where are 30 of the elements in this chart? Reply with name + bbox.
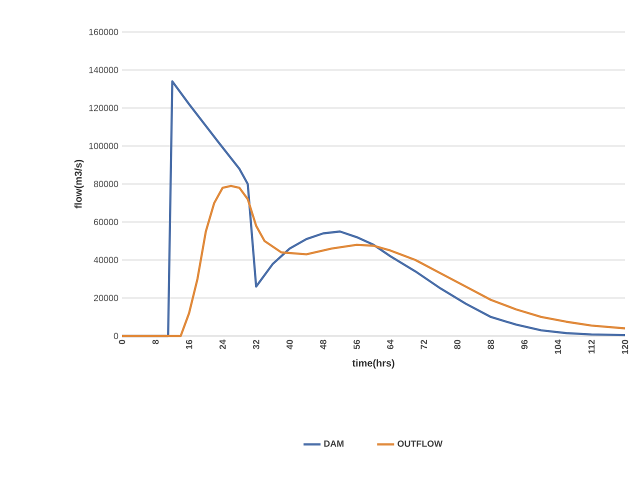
y-tick-label: 100000: [89, 142, 118, 150]
y-tick-label: 40000: [94, 256, 118, 264]
x-tick-label: 72: [420, 340, 427, 350]
x-tick-label: 104: [554, 340, 562, 354]
x-tick-label: 40: [286, 340, 293, 350]
x-tick-label: 80: [454, 340, 461, 350]
y-tick-label: 120000: [89, 104, 118, 112]
y-axis-title: flow(m3/s): [74, 160, 84, 208]
y-tick-label: 80000: [94, 180, 118, 188]
x-tick-label: 56: [354, 340, 360, 350]
legend-label: OUTFLOW: [398, 440, 443, 447]
x-tick-label: 24: [219, 340, 226, 350]
y-tick-label: 140000: [89, 66, 118, 74]
x-tick-label: 8: [152, 340, 159, 344]
x-tick-label: 16: [186, 340, 192, 349]
line-series: [120, 184, 626, 338]
y-tick-label: 60000: [94, 218, 118, 226]
y-tick-label: 160000: [89, 28, 118, 36]
legend-label: DAM: [324, 440, 344, 447]
x-tick-label: 120: [622, 340, 628, 354]
x-tick-label: 64: [387, 340, 394, 350]
x-tick-label: 96: [521, 340, 528, 350]
x-tick-label: 88: [488, 340, 494, 350]
x-tick-label: 112: [588, 340, 595, 354]
x-tick-label: 0: [118, 340, 126, 344]
x-axis-title: time(hrs): [352, 359, 394, 369]
x-tick-label: 48: [320, 340, 326, 350]
x-tick-label: 32: [252, 340, 260, 350]
y-tick-label: 20000: [94, 294, 118, 302]
y-tick-label: 0: [114, 332, 118, 340]
